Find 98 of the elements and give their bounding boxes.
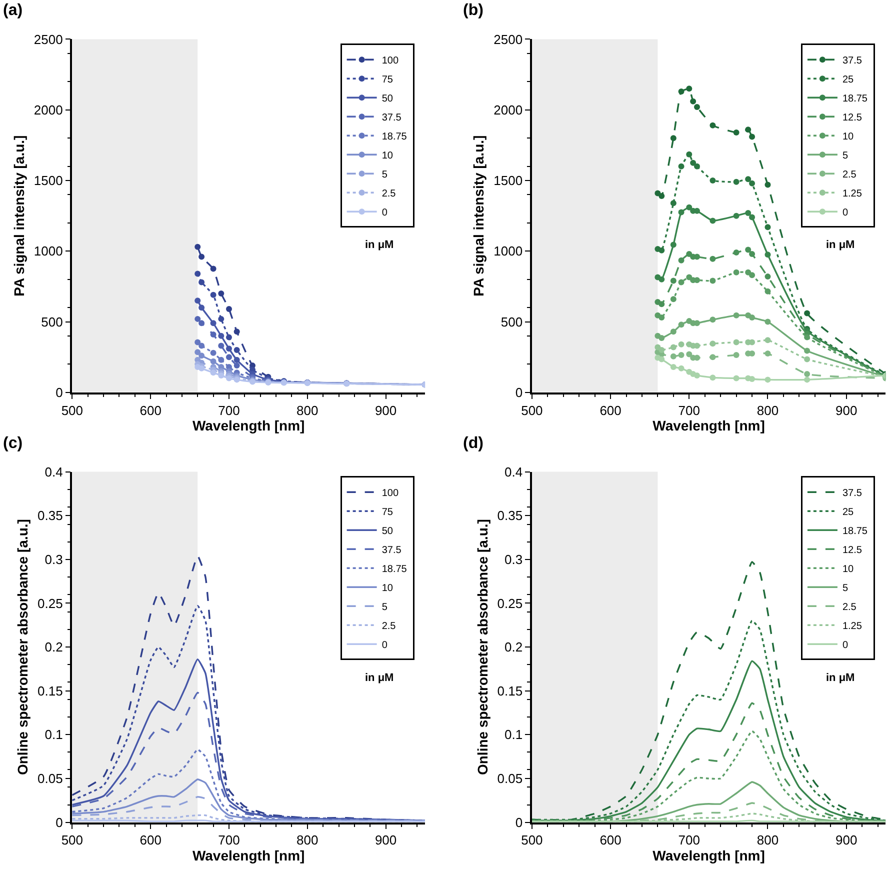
y-axis-title: PA signal intensity [a.u.] [11, 135, 27, 296]
annotation: in μM [365, 672, 394, 684]
y-tick-label: 1500 [494, 173, 523, 188]
legend-label: 5 [842, 583, 848, 594]
legend-label: 2.5 [842, 602, 857, 614]
legend-label: 2.5 [382, 188, 396, 200]
y-tick-label: 0.2 [44, 640, 63, 655]
legend-label: 5 [382, 602, 388, 614]
legend-label: 100 [382, 56, 399, 66]
y-axis-title: Online spectrometer absorbance [a.u.] [474, 519, 490, 776]
chart-title: (d) [463, 435, 484, 452]
y-tick-label: 0.3 [44, 552, 63, 567]
y-tick-label: 2000 [494, 102, 523, 118]
legend-label: 100 [382, 488, 399, 500]
chart-title: (c) [3, 435, 23, 452]
y-tick-label: 0 [56, 384, 63, 400]
chart-title: (a) [3, 2, 23, 19]
y-tick-label: 0.4 [504, 464, 523, 480]
legend-label: 0 [382, 208, 388, 218]
x-tick-label: 800 [756, 832, 779, 848]
x-tick-label: 800 [296, 832, 318, 848]
x-tick-label: 800 [296, 402, 318, 418]
annotation: in μM [365, 239, 394, 251]
x-tick-label: 600 [600, 832, 622, 848]
x-axis-title: Wavelength [nm] [652, 848, 765, 864]
legend-label: 18.75 [382, 564, 408, 576]
y-tick-label: 0.3 [504, 552, 523, 567]
y-tick-label: 0.35 [497, 508, 523, 524]
legend-label: 50 [382, 526, 394, 538]
x-tick-label: 600 [600, 402, 622, 418]
y-tick-label: 0.15 [38, 683, 63, 698]
legend-label: 0 [842, 640, 848, 652]
legend-label: 25 [842, 507, 854, 518]
y-tick-label: 0.25 [38, 596, 63, 611]
y-tick-label: 0.25 [497, 596, 523, 611]
x-tick-label: 800 [756, 402, 779, 418]
y-tick-label: 0 [515, 384, 523, 400]
legend-label: 5 [842, 150, 848, 162]
x-tick-label: 900 [374, 832, 397, 848]
legend-label: 0 [842, 208, 848, 218]
annotation: in μM [826, 239, 855, 251]
y-axis-title: PA signal intensity [a.u.] [470, 135, 487, 296]
x-tick-label: 700 [218, 402, 240, 418]
y-tick-label: 2000 [34, 102, 63, 118]
y-tick-label: 500 [41, 314, 63, 330]
y-tick-label: 2500 [494, 32, 523, 47]
legend-label: 1.25 [842, 188, 862, 200]
legend-label: 37.5 [842, 56, 862, 66]
x-tick-label: 900 [374, 402, 397, 418]
legend-label: 37.5 [842, 488, 862, 500]
x-tick-label: 600 [140, 832, 162, 848]
x-tick-label: 600 [140, 402, 162, 418]
legend-label: 2.5 [842, 170, 857, 180]
y-tick-label: 0.05 [497, 771, 523, 786]
legend-label: 75 [382, 74, 394, 86]
legend-label: 18.75 [842, 94, 868, 104]
y-tick-label: 2500 [34, 32, 63, 47]
x-axis-title: Wavelength [nm] [192, 848, 305, 864]
legend-label: 0 [382, 640, 388, 652]
y-tick-label: 0 [56, 814, 63, 830]
y-tick-label: 1000 [494, 244, 523, 259]
legend-label: 18.75 [382, 132, 408, 142]
x-tick-label: 700 [678, 832, 700, 848]
legend-label: 37.5 [382, 112, 402, 124]
y-axis-title: Online spectrometer absorbance [a.u.] [14, 519, 31, 776]
y-tick-label: 500 [500, 314, 523, 330]
legend-label: 50 [382, 94, 394, 104]
annotation: in μM [826, 672, 855, 684]
y-tick-label: 1000 [34, 244, 63, 259]
legend-label: 12.5 [842, 112, 862, 124]
legend-label: 10 [842, 564, 854, 576]
legend-label: 10 [842, 132, 854, 142]
x-tick-label: 700 [678, 402, 700, 418]
legend-label: 1.25 [842, 621, 862, 632]
y-tick-label: 0.15 [497, 683, 523, 698]
y-tick-label: 0 [515, 814, 523, 830]
chart-title: (b) [463, 2, 484, 19]
legend-label: 25 [842, 74, 854, 86]
y-tick-label: 0.1 [504, 727, 523, 742]
x-axis-title: Wavelength [nm] [192, 418, 305, 434]
x-axis-title: Wavelength [nm] [652, 418, 765, 434]
y-tick-label: 0.4 [44, 464, 63, 480]
legend-label: 2.5 [382, 621, 396, 632]
y-tick-label: 0.35 [38, 508, 63, 524]
legend-label: 18.75 [842, 526, 868, 538]
legend-label: 37.5 [382, 545, 402, 556]
y-tick-label: 0.1 [44, 727, 63, 742]
legend-label: 10 [382, 583, 394, 594]
x-tick-label: 900 [835, 832, 858, 848]
y-tick-label: 0.2 [504, 640, 523, 655]
y-tick-label: 1500 [34, 173, 63, 188]
x-tick-label: 900 [835, 402, 858, 418]
legend-label: 12.5 [842, 545, 862, 556]
legend-label: 5 [382, 170, 388, 180]
x-tick-label: 700 [218, 832, 240, 848]
y-tick-label: 0.05 [38, 771, 63, 786]
legend-label: 10 [382, 150, 394, 162]
legend-label: 75 [382, 507, 394, 518]
